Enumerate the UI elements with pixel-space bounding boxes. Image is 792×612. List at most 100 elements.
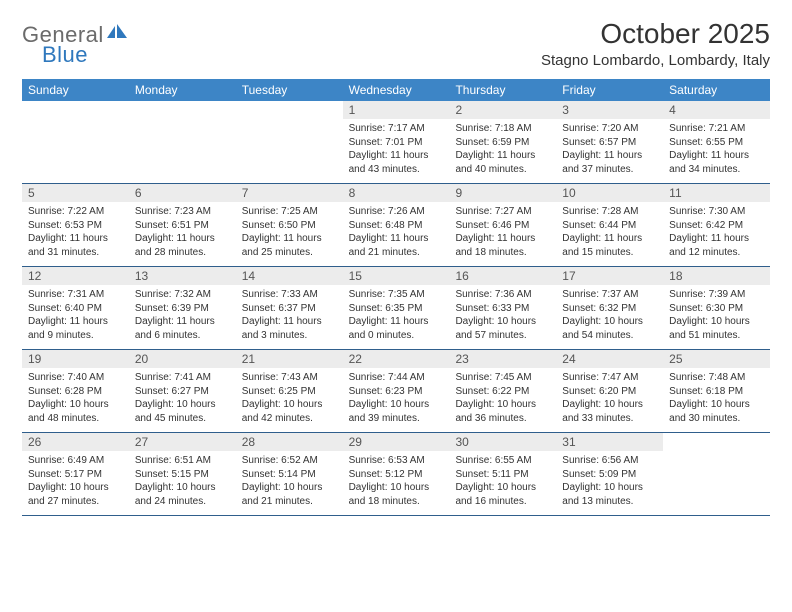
sunset-line: Sunset: 6:46 PM xyxy=(455,219,550,233)
daylight-line-1: Daylight: 11 hours xyxy=(242,315,337,329)
sunrise-line: Sunrise: 7:23 AM xyxy=(135,205,230,219)
day-number: 25 xyxy=(663,350,770,368)
sunrise-line: Sunrise: 7:21 AM xyxy=(669,122,764,136)
location: Stagno Lombardo, Lombardy, Italy xyxy=(541,52,770,69)
sunrise-line: Sunrise: 7:17 AM xyxy=(349,122,444,136)
day-content: Sunrise: 7:30 AMSunset: 6:42 PMDaylight:… xyxy=(663,202,770,263)
sunset-line: Sunset: 5:17 PM xyxy=(28,468,123,482)
day-cell: 18Sunrise: 7:39 AMSunset: 6:30 PMDayligh… xyxy=(663,267,770,349)
daylight-line-2: and 36 minutes. xyxy=(455,412,550,426)
day-content: Sunrise: 7:37 AMSunset: 6:32 PMDaylight:… xyxy=(556,285,663,346)
sunrise-line: Sunrise: 6:51 AM xyxy=(135,454,230,468)
day-cell: 16Sunrise: 7:36 AMSunset: 6:33 PMDayligh… xyxy=(449,267,556,349)
daylight-line-1: Daylight: 10 hours xyxy=(242,481,337,495)
day-number: 15 xyxy=(343,267,450,285)
daylight-line-1: Daylight: 10 hours xyxy=(455,481,550,495)
day-cell: 22Sunrise: 7:44 AMSunset: 6:23 PMDayligh… xyxy=(343,350,450,432)
daylight-line-1: Daylight: 10 hours xyxy=(135,481,230,495)
daylight-line-2: and 24 minutes. xyxy=(135,495,230,509)
weekday-label: Saturday xyxy=(663,79,770,101)
weekday-label: Friday xyxy=(556,79,663,101)
daylight-line-1: Daylight: 10 hours xyxy=(135,398,230,412)
weekday-row: SundayMondayTuesdayWednesdayThursdayFrid… xyxy=(22,79,770,101)
weekday-label: Thursday xyxy=(449,79,556,101)
sunset-line: Sunset: 6:23 PM xyxy=(349,385,444,399)
sunset-line: Sunset: 6:35 PM xyxy=(349,302,444,316)
daylight-line-2: and 51 minutes. xyxy=(669,329,764,343)
week-row: 5Sunrise: 7:22 AMSunset: 6:53 PMDaylight… xyxy=(22,184,770,267)
daylight-line-1: Daylight: 11 hours xyxy=(669,232,764,246)
sunset-line: Sunset: 7:01 PM xyxy=(349,136,444,150)
sunrise-line: Sunrise: 7:39 AM xyxy=(669,288,764,302)
day-cell: 11Sunrise: 7:30 AMSunset: 6:42 PMDayligh… xyxy=(663,184,770,266)
sunrise-line: Sunrise: 7:32 AM xyxy=(135,288,230,302)
sunset-line: Sunset: 5:09 PM xyxy=(562,468,657,482)
day-cell: 8Sunrise: 7:26 AMSunset: 6:48 PMDaylight… xyxy=(343,184,450,266)
day-cell: 12Sunrise: 7:31 AMSunset: 6:40 PMDayligh… xyxy=(22,267,129,349)
daylight-line-2: and 54 minutes. xyxy=(562,329,657,343)
day-content: Sunrise: 6:52 AMSunset: 5:14 PMDaylight:… xyxy=(236,451,343,512)
day-number: 9 xyxy=(449,184,556,202)
daylight-line-2: and 39 minutes. xyxy=(349,412,444,426)
sunrise-line: Sunrise: 6:55 AM xyxy=(455,454,550,468)
daylight-line-2: and 3 minutes. xyxy=(242,329,337,343)
day-number: 7 xyxy=(236,184,343,202)
day-cell: 9Sunrise: 7:27 AMSunset: 6:46 PMDaylight… xyxy=(449,184,556,266)
day-number: 12 xyxy=(22,267,129,285)
sunrise-line: Sunrise: 6:49 AM xyxy=(28,454,123,468)
daylight-line-1: Daylight: 10 hours xyxy=(562,481,657,495)
sunset-line: Sunset: 6:53 PM xyxy=(28,219,123,233)
day-content: Sunrise: 7:43 AMSunset: 6:25 PMDaylight:… xyxy=(236,368,343,429)
day-cell: 17Sunrise: 7:37 AMSunset: 6:32 PMDayligh… xyxy=(556,267,663,349)
daylight-line-2: and 30 minutes. xyxy=(669,412,764,426)
day-cell: 5Sunrise: 7:22 AMSunset: 6:53 PMDaylight… xyxy=(22,184,129,266)
sunrise-line: Sunrise: 7:33 AM xyxy=(242,288,337,302)
day-number: 3 xyxy=(556,101,663,119)
day-cell: 24Sunrise: 7:47 AMSunset: 6:20 PMDayligh… xyxy=(556,350,663,432)
day-cell: 3Sunrise: 7:20 AMSunset: 6:57 PMDaylight… xyxy=(556,101,663,183)
daylight-line-1: Daylight: 10 hours xyxy=(28,481,123,495)
daylight-line-2: and 43 minutes. xyxy=(349,163,444,177)
daylight-line-1: Daylight: 11 hours xyxy=(135,315,230,329)
day-content: Sunrise: 6:53 AMSunset: 5:12 PMDaylight:… xyxy=(343,451,450,512)
sunrise-line: Sunrise: 7:48 AM xyxy=(669,371,764,385)
daylight-line-1: Daylight: 11 hours xyxy=(135,232,230,246)
day-cell: 25Sunrise: 7:48 AMSunset: 6:18 PMDayligh… xyxy=(663,350,770,432)
day-number: 21 xyxy=(236,350,343,368)
sunset-line: Sunset: 6:27 PM xyxy=(135,385,230,399)
daylight-line-1: Daylight: 10 hours xyxy=(242,398,337,412)
sunrise-line: Sunrise: 7:37 AM xyxy=(562,288,657,302)
day-number: 29 xyxy=(343,433,450,451)
day-cell: 28Sunrise: 6:52 AMSunset: 5:14 PMDayligh… xyxy=(236,433,343,515)
sunrise-line: Sunrise: 7:43 AM xyxy=(242,371,337,385)
title-block: October 2025 Stagno Lombardo, Lombardy, … xyxy=(541,18,770,69)
day-content: Sunrise: 6:55 AMSunset: 5:11 PMDaylight:… xyxy=(449,451,556,512)
day-cell: 2Sunrise: 7:18 AMSunset: 6:59 PMDaylight… xyxy=(449,101,556,183)
week-row: ...1Sunrise: 7:17 AMSunset: 7:01 PMDayli… xyxy=(22,101,770,184)
sunset-line: Sunset: 6:44 PM xyxy=(562,219,657,233)
weekday-label: Wednesday xyxy=(343,79,450,101)
daylight-line-1: Daylight: 10 hours xyxy=(562,315,657,329)
daylight-line-1: Daylight: 10 hours xyxy=(349,398,444,412)
sunrise-line: Sunrise: 7:18 AM xyxy=(455,122,550,136)
logo: General Blue xyxy=(22,22,127,48)
day-cell: 23Sunrise: 7:45 AMSunset: 6:22 PMDayligh… xyxy=(449,350,556,432)
weeks: ...1Sunrise: 7:17 AMSunset: 7:01 PMDayli… xyxy=(22,101,770,516)
day-content: Sunrise: 6:49 AMSunset: 5:17 PMDaylight:… xyxy=(22,451,129,512)
week-row: 12Sunrise: 7:31 AMSunset: 6:40 PMDayligh… xyxy=(22,267,770,350)
week-row: 19Sunrise: 7:40 AMSunset: 6:28 PMDayligh… xyxy=(22,350,770,433)
sunrise-line: Sunrise: 6:56 AM xyxy=(562,454,657,468)
day-content: Sunrise: 7:35 AMSunset: 6:35 PMDaylight:… xyxy=(343,285,450,346)
day-content: Sunrise: 7:27 AMSunset: 6:46 PMDaylight:… xyxy=(449,202,556,263)
daylight-line-1: Daylight: 10 hours xyxy=(28,398,123,412)
header: General Blue October 2025 Stagno Lombard… xyxy=(22,18,770,69)
sunset-line: Sunset: 6:59 PM xyxy=(455,136,550,150)
daylight-line-2: and 18 minutes. xyxy=(455,246,550,260)
day-number: 1 xyxy=(343,101,450,119)
day-number: 10 xyxy=(556,184,663,202)
sunset-line: Sunset: 6:28 PM xyxy=(28,385,123,399)
daylight-line-1: Daylight: 11 hours xyxy=(349,232,444,246)
day-content: Sunrise: 7:44 AMSunset: 6:23 PMDaylight:… xyxy=(343,368,450,429)
daylight-line-2: and 18 minutes. xyxy=(349,495,444,509)
day-content: Sunrise: 7:25 AMSunset: 6:50 PMDaylight:… xyxy=(236,202,343,263)
